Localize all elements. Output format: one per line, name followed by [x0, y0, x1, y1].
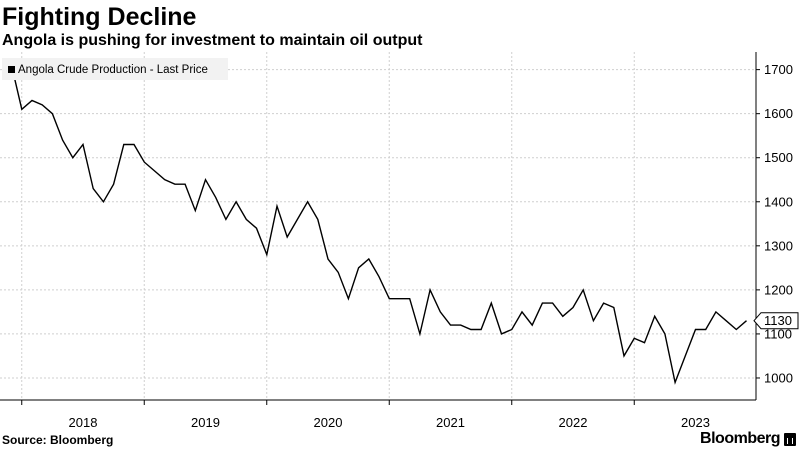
chart-subtitle: Angola is pushing for investment to main…: [2, 32, 423, 49]
last-value-box: [753, 312, 799, 330]
y-tick-label: 1400: [764, 194, 793, 209]
x-tick-label: 2021: [436, 415, 465, 430]
legend-background: [2, 58, 228, 80]
x-tick-label: 2018: [69, 415, 98, 430]
x-tick-label: 2023: [681, 415, 710, 430]
x-tick-label: 2019: [191, 415, 220, 430]
bloomberg-chart-icon: [784, 432, 796, 446]
series-layer: [10, 65, 747, 385]
last-value-marker: 1130: [753, 312, 799, 330]
y-tick-label: 1500: [764, 150, 793, 165]
chart-title: Fighting Decline: [2, 3, 197, 31]
bloomberg-wordmark: Bloomberg: [700, 430, 780, 447]
legend-swatch: [8, 66, 15, 73]
last-value-label: 1130: [764, 313, 792, 328]
y-tick-label: 1100: [764, 326, 792, 341]
y-tick-label: 1600: [764, 106, 793, 121]
axis-layer: 1000 1100 1200 1300 1400 1500 1600 1700 2018 2019…: [0, 52, 793, 430]
y-tick-label: 1300: [764, 238, 793, 253]
grid-layer: [0, 52, 756, 400]
x-tick-label: 2022: [559, 415, 588, 430]
series-line-angola-crude-production: [10, 65, 747, 385]
x-tick-label: 2020: [314, 415, 343, 430]
y-tick-label: 1700: [764, 62, 793, 77]
legend-entry: Angola Crude Production - Last Price: [18, 64, 208, 76]
source-note: Source: Bloomberg: [2, 433, 114, 447]
y-tick-label: 1200: [764, 282, 793, 297]
y-tick-label: 1000: [764, 370, 793, 385]
bloomberg-logo: Bloomberg: [700, 429, 796, 449]
legend: Angola Crude Production - Last Price: [2, 58, 228, 80]
